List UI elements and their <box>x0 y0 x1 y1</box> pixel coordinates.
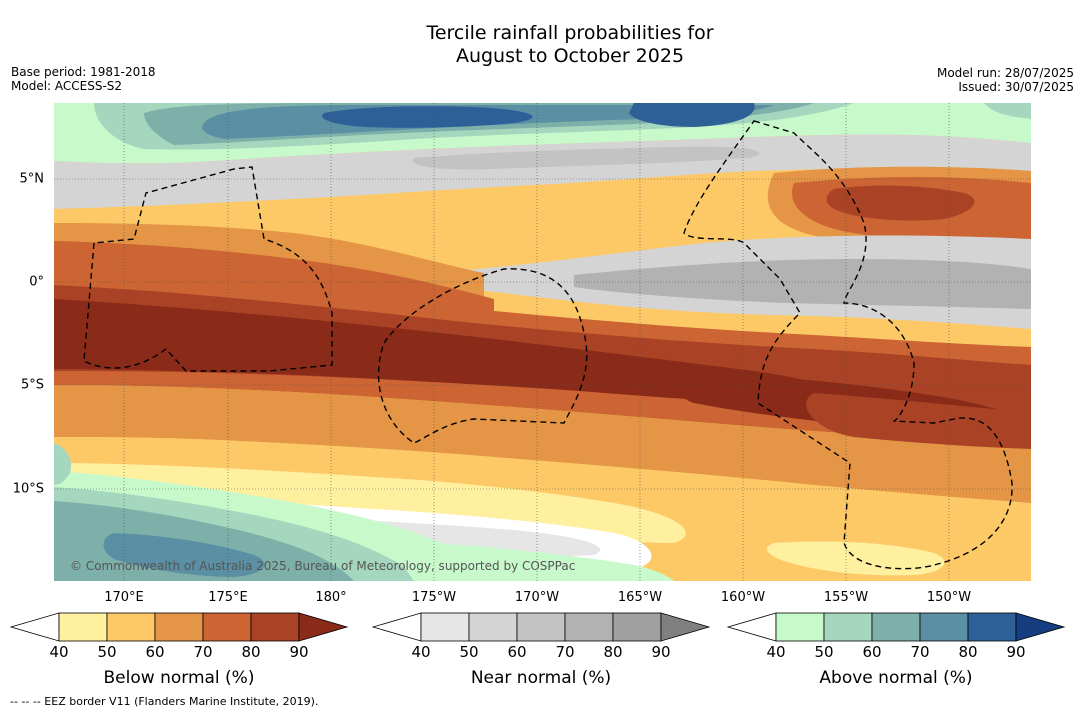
equator-grey-dark <box>574 259 1031 309</box>
colorbar-above-normal <box>727 612 1066 642</box>
lat-label-10s: 10°S <box>12 481 44 497</box>
model-run: Model run: 28/07/2025 <box>936 66 1074 80</box>
colorbar-extend-low <box>372 612 422 642</box>
below-tick-40: 40 <box>49 643 69 661</box>
above-tick-60: 60 <box>862 643 882 661</box>
colorbar-swatch-4 <box>250 612 300 642</box>
colorbar-swatch-2 <box>516 612 566 642</box>
southeast-pale <box>767 541 945 576</box>
colorbar-swatch-0 <box>58 612 108 642</box>
north-grey-band <box>54 134 1031 209</box>
lat-label-equator: 0° <box>29 274 44 290</box>
colorbar-swatch-3 <box>919 612 969 642</box>
lon-label-150w: 150°W <box>926 590 972 605</box>
colorbar-below-normal-swatches <box>10 612 349 642</box>
lon-label-170w: 170°W <box>514 590 560 605</box>
colorbar-extend-high <box>298 612 349 642</box>
colorbar-extend-high <box>1015 612 1066 642</box>
base-period: Base period: 1981-2018 <box>11 65 156 79</box>
near-tick-70: 70 <box>555 643 575 661</box>
probability-field <box>54 103 1031 581</box>
copyright-notice: © Commonwealth of Australia 2025, Bureau… <box>70 559 576 573</box>
colorbar-near-normal-swatches <box>372 612 711 642</box>
colorbar-below-normal <box>10 612 349 642</box>
colorbar-swatch-0 <box>420 612 470 642</box>
above-normal-title: Above normal (%) <box>819 668 973 688</box>
lon-label-160w: 160°W <box>720 590 766 605</box>
below-tick-90: 90 <box>289 643 309 661</box>
colorbar-swatch-4 <box>967 612 1017 642</box>
lat-label-5n: 5°N <box>19 171 45 187</box>
near-tick-40: 40 <box>411 643 431 661</box>
colorbar-swatch-1 <box>106 612 156 642</box>
meta-left: Base period: 1981-2018 Model: ACCESS-S2 <box>11 65 156 93</box>
north-grey-dark <box>412 146 760 170</box>
above-tick-50: 50 <box>814 643 834 661</box>
below-tick-60: 60 <box>145 643 165 661</box>
below-tick-80: 80 <box>241 643 261 661</box>
eez-phoenix <box>377 268 588 444</box>
near-normal-title: Near normal (%) <box>470 668 612 688</box>
above-tick-70: 70 <box>910 643 930 661</box>
meta-right: Model run: 28/07/2025 Issued: 30/07/2025 <box>937 66 1074 94</box>
above-tick-40: 40 <box>766 643 786 661</box>
graticule <box>54 103 1031 581</box>
rainfall-map <box>54 103 1031 581</box>
below-normal-title: Below normal (%) <box>103 668 255 688</box>
colorbar-swatch-0 <box>775 612 825 642</box>
title-line-1: Tercile rainfall probabilities for <box>426 22 714 44</box>
eez-borders <box>83 120 1013 570</box>
eez-kiribati-gilbert <box>83 166 333 372</box>
north-east-green <box>984 103 1031 119</box>
colorbar-above-normal-swatches <box>727 612 1066 642</box>
lon-label-175w: 175°W <box>411 590 457 605</box>
below-tick-70: 70 <box>193 643 213 661</box>
colorbar-swatch-4 <box>612 612 662 642</box>
lon-label-165w: 165°W <box>617 590 663 605</box>
colorbar-extend-high <box>660 612 711 642</box>
near-tick-90: 90 <box>651 643 671 661</box>
lon-label-180: 180° <box>315 590 347 605</box>
title-line-2: August to October 2025 <box>455 45 685 67</box>
core-darkest <box>54 299 831 404</box>
colorbar-swatch-1 <box>468 612 518 642</box>
lon-label-170e: 170°E <box>104 590 144 605</box>
colorbar-swatch-2 <box>871 612 921 642</box>
colorbar-swatch-3 <box>564 612 614 642</box>
model-name: Model: ACCESS-S2 <box>11 79 123 93</box>
lon-label-175e: 175°E <box>208 590 248 605</box>
page-title: Tercile rainfall probabilities for Augus… <box>0 22 1085 68</box>
colorbar-swatch-3 <box>202 612 252 642</box>
lat-label-5s: 5°S <box>20 377 44 393</box>
eez-line-islands <box>683 120 1013 570</box>
below-tick-50: 50 <box>97 643 117 661</box>
north-dark-blue <box>322 106 533 128</box>
colorbar-extend-low <box>10 612 60 642</box>
north-dark-blue-2 <box>629 103 755 127</box>
colorbar-swatch-1 <box>823 612 873 642</box>
west-edge-green <box>54 443 72 485</box>
above-tick-80: 80 <box>958 643 978 661</box>
lon-label-155w: 155°W <box>823 590 869 605</box>
near-tick-50: 50 <box>459 643 479 661</box>
north-east-dark-rust <box>826 185 975 221</box>
eez-footnote: -- -- -- EEZ border V11 (Flanders Marine… <box>10 695 319 708</box>
above-tick-90: 90 <box>1006 643 1026 661</box>
south-orange <box>54 385 1031 503</box>
near-tick-60: 60 <box>507 643 527 661</box>
colorbar-extend-low <box>727 612 777 642</box>
southeast-rust <box>806 393 1031 449</box>
colorbar-near-normal <box>372 612 711 642</box>
southwest-green-2 <box>434 543 674 581</box>
near-tick-80: 80 <box>603 643 623 661</box>
issued-date: Issued: 30/07/2025 <box>958 80 1074 94</box>
southwest-steel <box>103 533 265 577</box>
colorbar-swatch-2 <box>154 612 204 642</box>
